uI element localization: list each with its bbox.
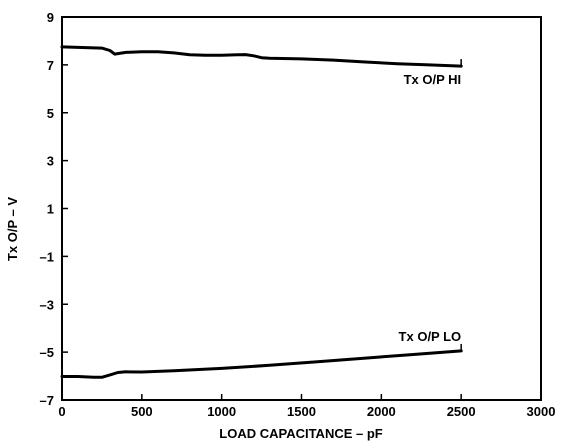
x-tick-label: 1000: [207, 404, 236, 419]
series-line-hi: [60, 45, 463, 68]
x-tick-label: 500: [131, 404, 153, 419]
x-tick-label: 2000: [367, 404, 396, 419]
y-tick-label: 1: [47, 202, 54, 217]
x-tick-label: 1500: [287, 404, 316, 419]
y-tick-label: –7: [40, 393, 54, 408]
series-label-hi: Tx O/P HI: [404, 72, 462, 87]
series-lines: Tx O/P HI Tx O/P LO: [60, 45, 463, 379]
series-label-lo: Tx O/P LO: [399, 329, 462, 344]
y-tick-label: –5: [40, 345, 54, 360]
y-tick-label: 5: [47, 106, 54, 121]
x-tick-label: 3000: [527, 404, 556, 419]
y-tick-label: 3: [47, 154, 54, 169]
y-axis-title: Tx O/P – V: [5, 197, 20, 261]
y-tick-label: 9: [47, 10, 54, 25]
y-tick-label: 7: [47, 58, 54, 73]
y-tick-label: –1: [40, 249, 54, 264]
x-tick-label: 2500: [447, 404, 476, 419]
series-line-lo: [60, 349, 463, 379]
axes: 0 500 1000 1500 2000 2500 3000 9 7 5 3 1 –1 –3 –5 –7: [40, 10, 556, 419]
x-tick-label: 0: [58, 404, 65, 419]
x-axis-title: LOAD CAPACITANCE – pF: [219, 426, 383, 441]
plot-frame: [61, 16, 542, 401]
y-tick-label: –3: [40, 297, 54, 312]
